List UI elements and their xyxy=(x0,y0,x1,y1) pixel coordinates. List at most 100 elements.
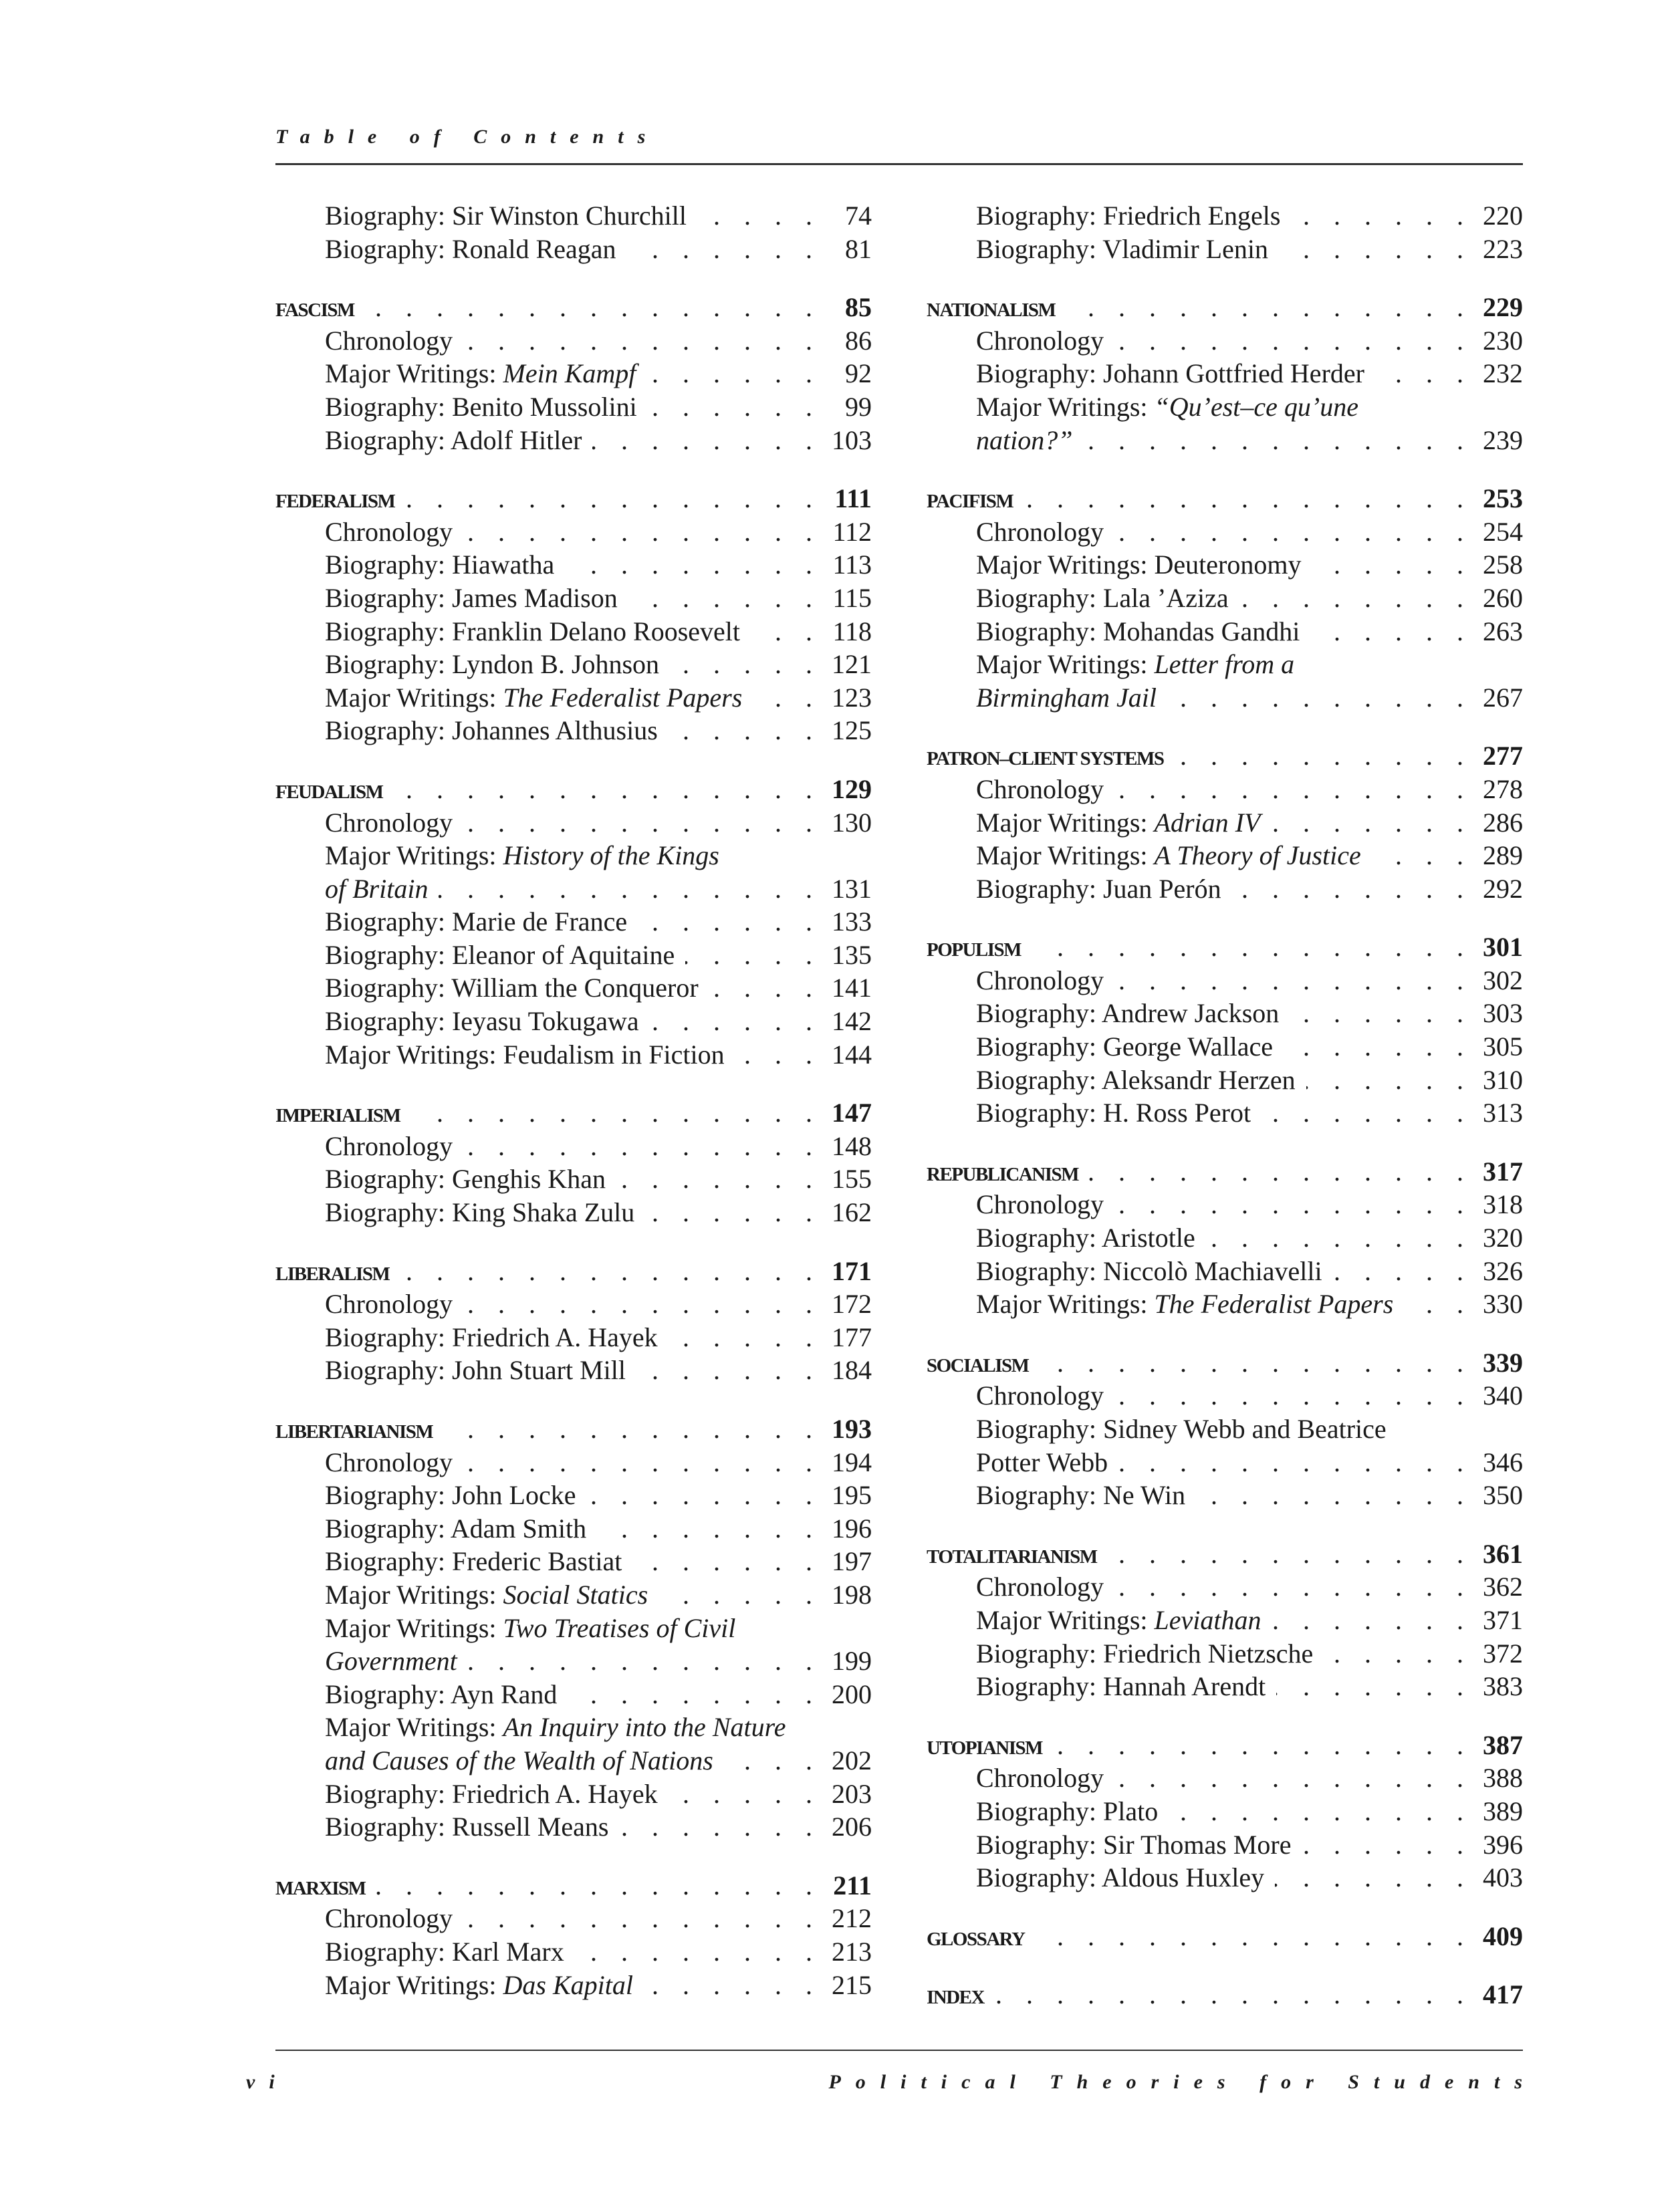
toc-entry-row[interactable]: Biography: Genghis Khan 155 xyxy=(275,1162,872,1196)
section-heading-row[interactable]: FEUDALISM 129 xyxy=(275,773,872,806)
toc-entry-row[interactable]: Major Writings: Leviathan 371 xyxy=(927,1604,1523,1637)
section-heading-row[interactable]: TOTALITARIANISM 361 xyxy=(927,1538,1523,1571)
toc-entry-row[interactable]: Biography: Johannes Althusius 125 xyxy=(275,714,872,747)
toc-entry-row[interactable]: Chronology 172 xyxy=(275,1288,872,1321)
toc-entry-row[interactable]: Major Writings: Deuteronomy 258 xyxy=(927,548,1523,582)
toc-entry-row[interactable]: Biography: Lyndon B. Johnson 121 xyxy=(275,648,872,681)
toc-entry-row[interactable]: Biography: Ne Win 350 xyxy=(927,1479,1523,1512)
section-heading-row[interactable]: NATIONALISM 229 xyxy=(927,291,1523,324)
section-heading-row[interactable]: PATRON–CLIENT SYSTEMS 277 xyxy=(927,739,1523,773)
toc-entry-row[interactable]: Biography: Vladimir Lenin 223 xyxy=(927,233,1523,266)
toc-entry-row[interactable]: Chronology 362 xyxy=(927,1570,1523,1604)
toc-entry-row[interactable]: Chronology 86 xyxy=(275,324,872,358)
toc-entry-row[interactable]: Biography: Sir Thomas More 396 xyxy=(927,1828,1523,1862)
toc-entry-row[interactable]: Chronology 148 xyxy=(275,1130,872,1163)
toc-entry-row[interactable]: Biography: Aristotle 320 xyxy=(927,1221,1523,1255)
toc-entry-row[interactable]: Biography: Ronald Reagan 81 xyxy=(275,233,872,266)
section-heading-row[interactable]: FASCISM 85 xyxy=(275,291,872,324)
toc-entry-row[interactable]: Biography: James Madison 115 xyxy=(275,582,872,615)
toc-entry-row[interactable]: Major Writings: The Federalist Papers 123 xyxy=(275,681,872,715)
toc-entry-row[interactable]: Biography: John Locke 195 xyxy=(275,1479,872,1512)
toc-entry-row[interactable]: Chronology 130 xyxy=(275,806,872,840)
toc-entry-row[interactable]: Biography: Eleanor of Aquitaine 135 xyxy=(275,939,872,972)
toc-entry-row[interactable]: Biography: H. Ross Perot 313 xyxy=(927,1096,1523,1130)
toc-entry-row[interactable]: Major Writings: History of the Kings xyxy=(275,839,872,872)
toc-entry-row[interactable]: Chronology 388 xyxy=(927,1761,1523,1795)
toc-entry-row[interactable]: Biography: Friedrich Engels 220 xyxy=(927,199,1523,233)
toc-entry-row[interactable]: Biography: Adam Smith 196 xyxy=(275,1512,872,1546)
toc-entry-row[interactable]: Biography: Friedrich A. Hayek 203 xyxy=(275,1778,872,1811)
toc-entry-row[interactable]: Chronology 302 xyxy=(927,964,1523,997)
section-heading-row[interactable]: SOCIALISM 339 xyxy=(927,1346,1523,1380)
toc-entry-row[interactable]: Chronology 278 xyxy=(927,773,1523,806)
toc-entry-row[interactable]: Biography: Aleksandr Herzen 310 xyxy=(927,1064,1523,1097)
toc-entry-row[interactable]: Biography: Friedrich Nietzsche 372 xyxy=(927,1637,1523,1671)
toc-entry-row[interactable]: Biography: Marie de France 133 xyxy=(275,905,872,939)
toc-entry-row[interactable]: Biography: William the Conqueror 141 xyxy=(275,971,872,1005)
section-heading-row[interactable]: POPULISM 301 xyxy=(927,931,1523,964)
toc-entry-row[interactable]: Biography: Sidney Webb and Beatrice xyxy=(927,1413,1523,1446)
entry-text: Major Writings: xyxy=(976,807,1155,838)
toc-entry-row[interactable]: Major Writings: Feudalism in Fiction 144 xyxy=(275,1038,872,1072)
toc-entry-row[interactable]: Major Writings: “Qu’est–ce qu’une xyxy=(927,390,1523,424)
toc-entry-row[interactable]: Chronology 230 xyxy=(927,324,1523,358)
dot-leader xyxy=(1302,1828,1472,1862)
toc-entry-row[interactable]: Major Writings: Social Statics 198 xyxy=(275,1578,872,1612)
toc-entry-row[interactable]: nation?” 239 xyxy=(927,424,1523,457)
toc-entry-row[interactable]: Biography: Hiawatha 113 xyxy=(275,548,872,582)
toc-entry-row[interactable]: Biography: Johann Gottfried Herder 232 xyxy=(927,357,1523,390)
toc-entry-row[interactable]: Major Writings: A Theory of Justice 289 xyxy=(927,839,1523,872)
toc-entry-row[interactable]: Major Writings: Adrian IV 286 xyxy=(927,806,1523,840)
toc-entry-row[interactable]: Biography: Andrew Jackson 303 xyxy=(927,997,1523,1030)
toc-entry-row[interactable]: Biography: Aldous Huxley 403 xyxy=(927,1861,1523,1894)
section-heading-row[interactable]: IMPERIALISM 147 xyxy=(275,1096,872,1130)
toc-entry-row[interactable]: Chronology 194 xyxy=(275,1446,872,1479)
toc-entry-row[interactable]: Potter Webb 346 xyxy=(927,1446,1523,1479)
toc-entry-row[interactable]: Biography: Sir Winston Churchill 74 xyxy=(275,199,872,233)
section-heading-row[interactable]: LIBERTARIANISM 193 xyxy=(275,1413,872,1446)
section-heading-row[interactable]: MARXISM 211 xyxy=(275,1869,872,1903)
toc-entry-row[interactable]: Biography: George Wallace 305 xyxy=(927,1030,1523,1064)
toc-entry-row[interactable]: of Britain 131 xyxy=(275,872,872,906)
toc-entry-row[interactable]: Biography: Juan Perón 292 xyxy=(927,872,1523,906)
toc-entry-row[interactable]: Major Writings: An Inquiry into the Natu… xyxy=(275,1711,872,1744)
toc-entry-row[interactable]: Chronology 340 xyxy=(927,1379,1523,1413)
toc-entry-row[interactable]: Biography: John Stuart Mill 184 xyxy=(275,1354,872,1387)
toc-entry-row[interactable]: Biography: Niccolò Machiavelli 326 xyxy=(927,1255,1523,1288)
toc-entry-row[interactable]: Major Writings: Mein Kampf 92 xyxy=(275,357,872,390)
section-heading-row[interactable]: UTOPIANISM 387 xyxy=(927,1729,1523,1762)
dot-leader xyxy=(587,1479,822,1512)
toc-entry-row[interactable]: Biography: King Shaka Zulu 162 xyxy=(275,1196,872,1229)
toc-entry-row[interactable]: Major Writings: Letter from a xyxy=(927,648,1523,681)
toc-entry-row[interactable]: Biography: Plato 389 xyxy=(927,1795,1523,1828)
toc-entry-row[interactable]: Biography: Russell Means 206 xyxy=(275,1810,872,1844)
toc-entry-row[interactable]: Biography: Friedrich A. Hayek 177 xyxy=(275,1321,872,1354)
section-heading-row[interactable]: GLOSSARY 409 xyxy=(927,1920,1523,1953)
toc-entry-row[interactable]: and Causes of the Wealth of Nations 202 xyxy=(275,1744,872,1778)
toc-entry-row[interactable]: Biography: Lala ’Aziza 260 xyxy=(927,582,1523,615)
toc-entry-row[interactable]: Government 199 xyxy=(275,1644,872,1678)
toc-entry-row[interactable]: Biography: Ayn Rand 200 xyxy=(275,1678,872,1711)
section-heading-row[interactable]: REPUBLICANISM 317 xyxy=(927,1155,1523,1189)
toc-entry-row[interactable]: Biography: Franklin Delano Roosevelt 118 xyxy=(275,615,872,648)
toc-entry-row[interactable]: Chronology 254 xyxy=(927,515,1523,549)
toc-entry-row[interactable]: Biography: Adolf Hitler 103 xyxy=(275,424,872,457)
toc-entry-row[interactable]: Major Writings: Two Treatises of Civil xyxy=(275,1612,872,1645)
section-heading-row[interactable]: LIBERALISM 171 xyxy=(275,1255,872,1288)
toc-entry-row[interactable]: Biography: Hannah Arendt 383 xyxy=(927,1670,1523,1703)
toc-entry-row[interactable]: Major Writings: The Federalist Papers 330 xyxy=(927,1288,1523,1321)
toc-entry-row[interactable]: Chronology 112 xyxy=(275,515,872,549)
section-heading-row[interactable]: PACIFISM 253 xyxy=(927,482,1523,515)
toc-entry-row[interactable]: Chronology 318 xyxy=(927,1188,1523,1221)
toc-entry-row[interactable]: Birmingham Jail 267 xyxy=(927,681,1523,715)
toc-entry-row[interactable]: Biography: Frederic Bastiat 197 xyxy=(275,1545,872,1578)
toc-entry-row[interactable]: Chronology 212 xyxy=(275,1902,872,1935)
toc-entry-row[interactable]: Biography: Karl Marx 213 xyxy=(275,1935,872,1969)
toc-entry-row[interactable]: Major Writings: Das Kapital 215 xyxy=(275,1969,872,2002)
toc-entry-row[interactable]: Biography: Benito Mussolini 99 xyxy=(275,390,872,424)
toc-entry-row[interactable]: Biography: Mohandas Gandhi 263 xyxy=(927,615,1523,648)
section-heading-row[interactable]: FEDERALISM 111 xyxy=(275,482,872,515)
section-heading-row[interactable]: INDEX 417 xyxy=(927,1978,1523,2011)
dot-leader xyxy=(463,806,821,840)
toc-entry-row[interactable]: Biography: Ieyasu Tokugawa 142 xyxy=(275,1005,872,1038)
